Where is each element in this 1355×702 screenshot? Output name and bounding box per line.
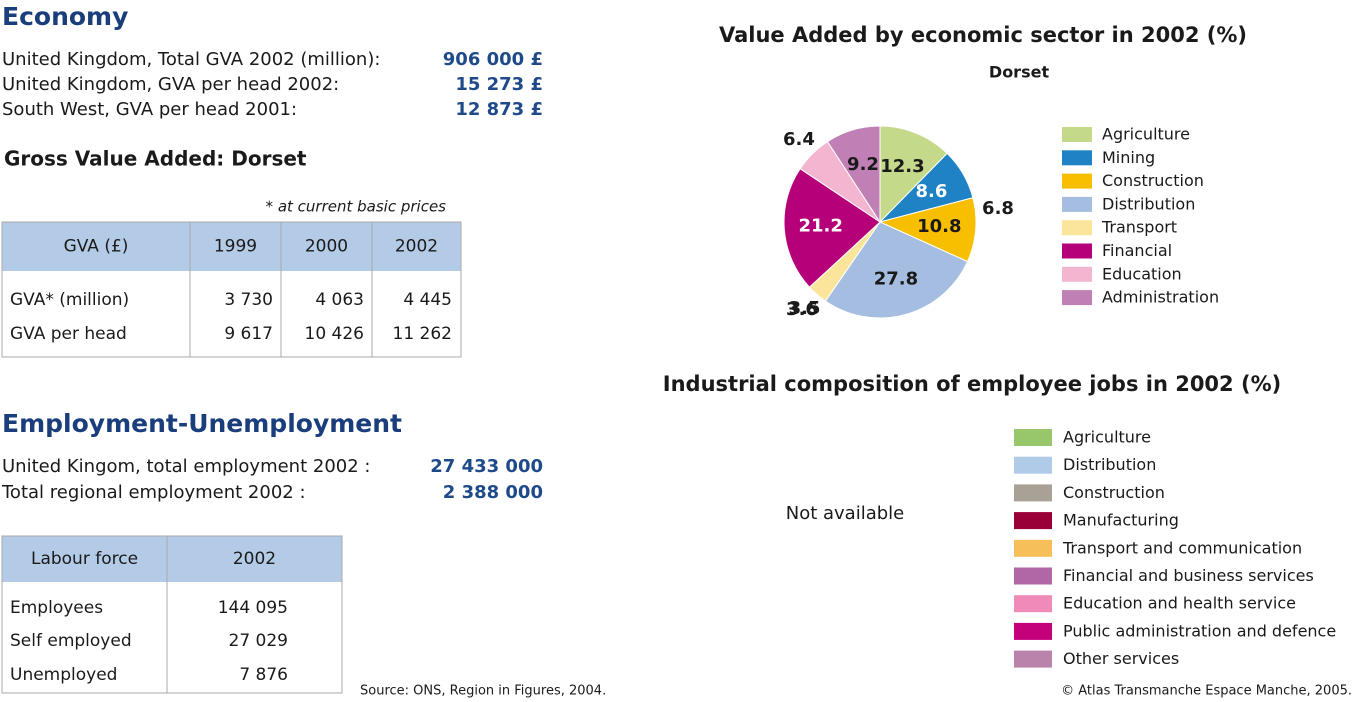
table-header-bg [2, 222, 461, 271]
pie-annotation: 6.8 [982, 198, 1014, 219]
legend-label: Financial and business services [1063, 566, 1314, 585]
legend-swatch [1062, 150, 1092, 166]
legend-swatch [1062, 196, 1092, 212]
legend-label: Administration [1102, 288, 1219, 307]
row-label: United Kingom, total employment 2002 : [2, 456, 370, 477]
table-header: 2000 [305, 237, 348, 257]
table-cell: GVA* (million) [10, 290, 129, 310]
pie-label: 3.5 [789, 298, 821, 319]
legend-label: Education [1102, 264, 1182, 283]
pie-title: Value Added by economic sector in 2002 (… [719, 23, 1247, 47]
legend-swatch [1062, 243, 1092, 259]
pie-label: 21.2 [798, 216, 842, 237]
pie-label: 12.3 [880, 156, 924, 177]
table-cell: 9 617 [224, 324, 273, 344]
legend-swatch [1062, 173, 1092, 189]
table-cell: Unemployed [10, 665, 117, 685]
row-label: United Kingdom, Total GVA 2002 (million)… [2, 49, 380, 70]
legend-swatch [1014, 650, 1052, 668]
table-header-bg [2, 536, 342, 582]
table-cell: 11 262 [393, 324, 452, 344]
legend-label: Construction [1063, 483, 1165, 502]
row-value: 27 433 000 [430, 456, 543, 477]
legend-label: Manufacturing [1063, 511, 1179, 530]
pie-subtitle: Dorset [989, 63, 1050, 82]
source: Source: ONS, Region in Figures, 2004. [360, 684, 606, 699]
row-value: 12 873 £ [455, 99, 543, 120]
legend-swatch [1014, 429, 1052, 446]
legend-label: Other services [1063, 649, 1179, 668]
table-cell: GVA per head [10, 324, 127, 344]
copyright: © Atlas Transmanche Espace Manche, 2005. [1061, 684, 1352, 699]
economy-title: Economy [2, 2, 128, 31]
legend-swatch [1062, 220, 1092, 236]
row-value: 906 000 £ [443, 49, 543, 70]
table-cell: 4 445 [403, 290, 452, 310]
table-cell: 144 095 [218, 598, 288, 618]
row-label: United Kingdom, GVA per head 2002: [2, 74, 339, 95]
pie-label: 10.8 [917, 216, 961, 237]
legend-swatch [1062, 290, 1092, 306]
pie-label: 8.6 [916, 181, 948, 202]
employment-title: Employment-Unemployment [2, 409, 402, 438]
legend-swatch [1014, 456, 1052, 474]
table-header: GVA (£) [64, 237, 129, 257]
jobs-note: Not available [786, 503, 905, 524]
table-cell: 4 063 [315, 290, 364, 310]
row-label: Total regional employment 2002 : [1, 482, 306, 503]
table-cell: Employees [10, 598, 103, 618]
row-label: South West, GVA per head 2001: [2, 99, 297, 120]
table-header: Labour force [31, 549, 138, 569]
legend-label: Financial [1102, 241, 1172, 260]
legend-swatch [1014, 567, 1052, 585]
pie-label: 9.2 [847, 154, 879, 175]
legend-label: Construction [1102, 171, 1204, 190]
pie-slice [826, 125, 881, 224]
legend-swatch [1062, 127, 1092, 142]
legend-label: Public administration and defence [1063, 621, 1336, 640]
legend-swatch [1014, 622, 1052, 640]
gva-title: Gross Value Added: Dorset [4, 147, 307, 171]
legend-label: Transport [1101, 218, 1177, 237]
pie-slice [879, 125, 948, 224]
table-cell: 7 876 [239, 665, 288, 685]
gva-note: * at current basic prices [266, 198, 447, 216]
legend-label: Transport and communication [1062, 538, 1302, 557]
jobs-title: Industrial composition of employee jobs … [663, 372, 1281, 396]
table-header: 2002 [395, 237, 438, 257]
legend-swatch [1014, 484, 1052, 502]
table-cell: 27 029 [229, 631, 288, 651]
table-cell: 3 730 [224, 290, 273, 310]
table-border [1, 221, 462, 358]
legend-swatch [1062, 266, 1092, 282]
table-cell: 10 426 [305, 324, 364, 344]
pie-slice [783, 168, 881, 288]
table-border [1, 535, 343, 694]
legend-label: Distribution [1102, 194, 1195, 213]
pie-label: 6.4 [783, 129, 815, 150]
legend-label: Distribution [1063, 455, 1156, 474]
pie-slice [824, 221, 969, 319]
legend-label: Education and health service [1063, 594, 1296, 613]
row-value: 15 273 £ [455, 74, 543, 95]
legend-label: Agriculture [1102, 125, 1190, 144]
pie-label: 27.8 [874, 268, 918, 289]
legend-label: Agriculture [1063, 428, 1151, 447]
legend-swatch [1014, 595, 1052, 613]
table-header: 1999 [214, 237, 257, 257]
table-header: 2002 [233, 549, 276, 569]
legend-swatch [1014, 539, 1052, 557]
legend-label: Mining [1102, 148, 1155, 167]
row-value: 2 388 000 [443, 482, 543, 503]
pie-annotation: 3.6 [786, 299, 818, 320]
table-cell: Self employed [10, 631, 132, 651]
legend-swatch [1014, 512, 1052, 530]
